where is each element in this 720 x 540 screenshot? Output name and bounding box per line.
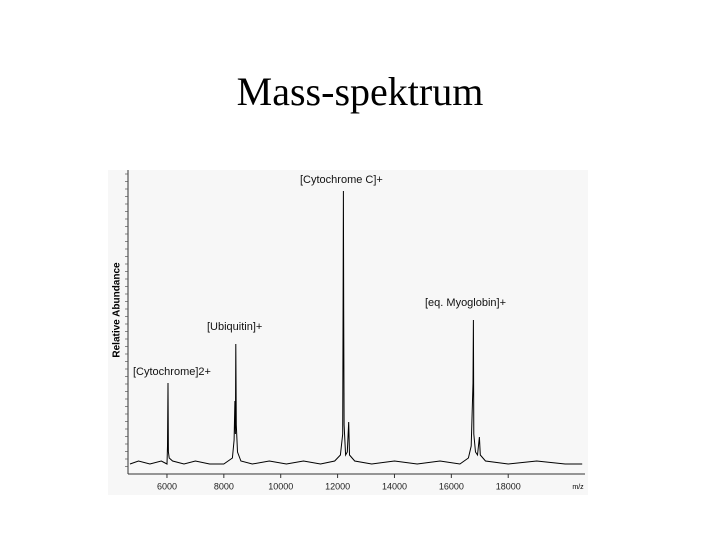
peak-annotation: [eq. Myoglobin]+ (425, 297, 506, 309)
x-axis-label: m/z (572, 484, 584, 491)
peak-annotation: [Cytochrome]2+ (133, 366, 211, 378)
x-tick-label: 14000 (382, 481, 407, 491)
x-tick-label: 12000 (325, 481, 350, 491)
peak-annotation: [Ubiquitin]+ (207, 321, 262, 333)
y-axis-label: Relative Abundance (112, 262, 123, 358)
x-tick-label: 6000 (157, 481, 177, 491)
x-tick-label: 8000 (214, 481, 234, 491)
x-tick-label: 16000 (439, 481, 464, 491)
peak-annotation: [Cytochrome C]+ (300, 174, 383, 186)
x-tick-label: 18000 (496, 481, 521, 491)
spectrum-line (129, 190, 583, 465)
x-tick-label: 10000 (268, 481, 293, 491)
slide-title: Mass-spektrum (237, 69, 484, 114)
